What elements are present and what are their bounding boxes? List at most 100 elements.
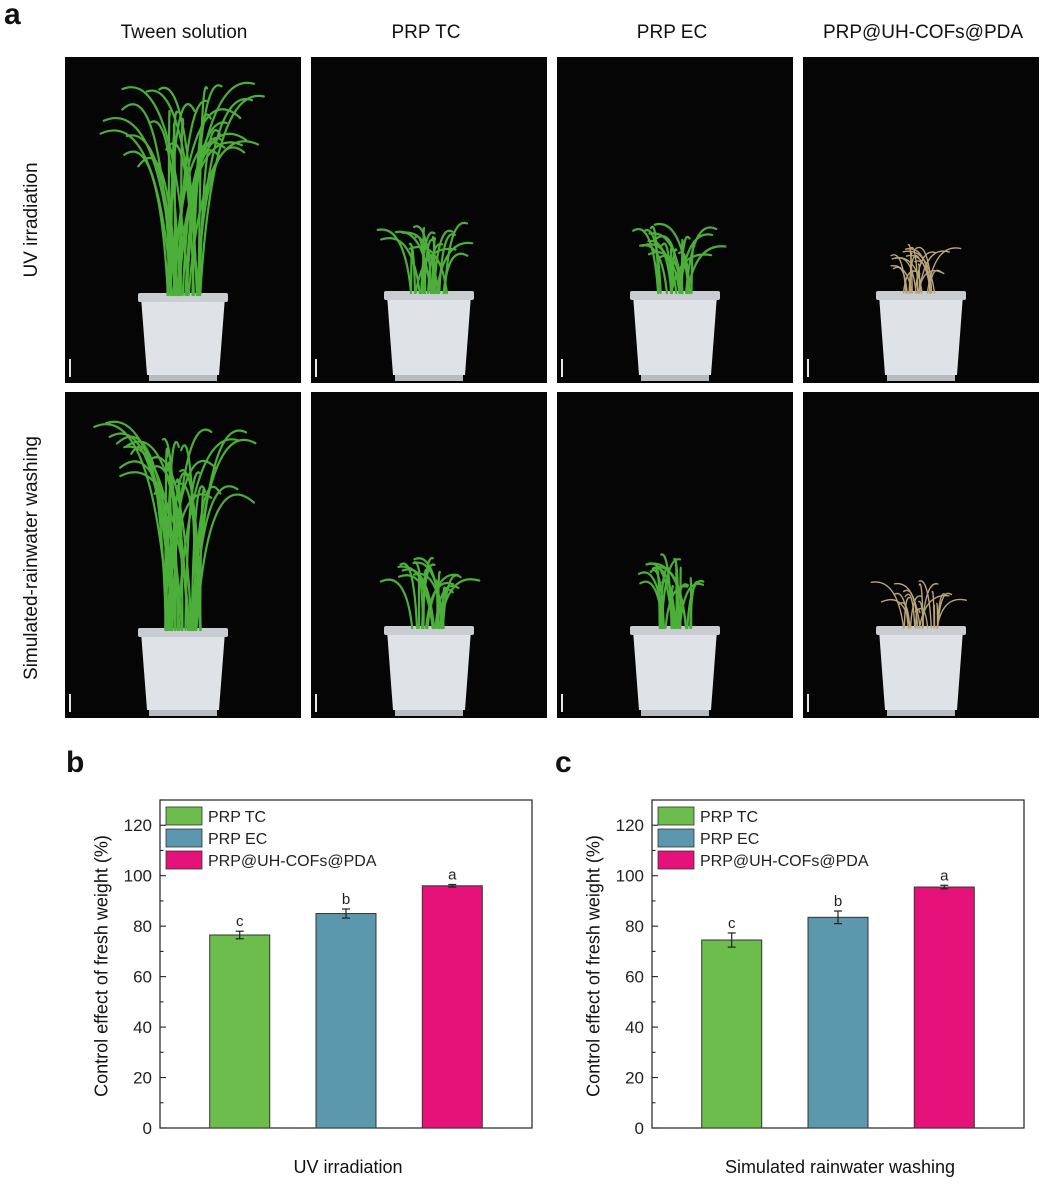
- scale-bar: [561, 359, 563, 377]
- significance-letter: b: [834, 893, 842, 910]
- significance-letter: c: [728, 915, 736, 932]
- chart-c-x-axis-label: Simulated rainwater washing: [724, 1157, 956, 1177]
- pot: [633, 630, 717, 710]
- legend-swatch: [165, 806, 203, 826]
- legend-swatch: [657, 828, 695, 848]
- pot: [879, 295, 963, 375]
- plant-photo-r1-c3: [557, 57, 793, 383]
- bar-prp-uh-cofs-pda: [421, 885, 483, 1129]
- plant-illustration: [376, 221, 474, 381]
- plant-photo-r2-c3: [557, 392, 793, 718]
- y-tick-label: 20: [133, 1069, 152, 1088]
- y-tick-label: 100: [616, 867, 644, 886]
- pot-rim: [876, 291, 966, 300]
- plant-illustration: [876, 243, 966, 381]
- y-tick-label: 100: [124, 867, 152, 886]
- y-tick-label: 120: [616, 816, 644, 835]
- pot: [879, 630, 963, 710]
- pot: [141, 297, 225, 375]
- y-tick-label: 40: [625, 1018, 644, 1037]
- pot-rim: [384, 291, 474, 300]
- leaves: [870, 580, 967, 629]
- legend-label: PRP TC: [700, 809, 758, 826]
- panel-letter-c: c: [555, 746, 572, 779]
- plant-illustration: [870, 580, 967, 716]
- y-tick-label: 80: [625, 917, 644, 936]
- chart-b-x-axis-label: UV irradiation: [293, 1157, 403, 1177]
- bar-prp-ec: [807, 916, 869, 1129]
- error-bar: [940, 884, 949, 890]
- panel-letter-b: b: [66, 746, 85, 779]
- pot: [387, 295, 471, 375]
- legend-label: PRP EC: [208, 831, 267, 848]
- error-bar: [448, 883, 457, 888]
- legend-label: PRP@UH-COFs@PDA: [208, 853, 377, 870]
- pot-rim: [384, 626, 474, 635]
- y-tick-label: 80: [133, 917, 152, 936]
- scale-bar: [561, 694, 563, 712]
- y-tick-label: 60: [625, 968, 644, 987]
- panel-letter-a: a: [4, 0, 21, 31]
- leaves: [93, 420, 257, 632]
- legend-swatch: [165, 850, 203, 870]
- pot-rim: [138, 628, 228, 637]
- leaves: [99, 81, 265, 297]
- pot: [141, 632, 225, 710]
- leaves: [890, 243, 962, 294]
- column-title-prp-tc: PRP TC: [391, 22, 461, 43]
- pot-rim: [138, 293, 228, 302]
- plant-photo-r1-c1: [65, 57, 301, 383]
- y-tick-label: 0: [635, 1119, 644, 1138]
- bar-prp-tc: [209, 934, 271, 1129]
- pot: [387, 630, 471, 710]
- plant-illustration: [93, 420, 257, 716]
- bar-prp-uh-cofs-pda: [913, 886, 975, 1129]
- plant-illustration: [99, 81, 265, 381]
- error-bar: [834, 910, 842, 925]
- leaves: [632, 222, 727, 295]
- scale-bar: [69, 694, 71, 712]
- scale-bar: [315, 694, 317, 712]
- legend-label: PRP@UH-COFs@PDA: [700, 853, 869, 870]
- error-bar: [727, 932, 736, 948]
- significance-letter: a: [940, 867, 949, 884]
- leaves: [376, 221, 474, 295]
- pot-rim: [630, 291, 720, 300]
- leaves: [637, 553, 705, 630]
- legend-label: PRP TC: [208, 809, 266, 826]
- pot-rim: [630, 626, 720, 635]
- bar-prp-ec: [315, 913, 377, 1129]
- bar-prp-tc: [701, 939, 763, 1129]
- plant-illustration: [630, 553, 720, 716]
- plant-photo-r1-c2: [311, 57, 547, 383]
- column-title-prp-uh-cofs-pda: PRP@UH-COFs@PDA: [822, 22, 1024, 43]
- plant-illustration: [630, 222, 727, 381]
- scale-bar: [807, 359, 809, 377]
- significance-letter: a: [448, 867, 457, 884]
- y-tick-label: 20: [625, 1069, 644, 1088]
- y-tick-label: 60: [133, 968, 152, 987]
- plant-illustration: [379, 557, 481, 716]
- plant-photo-r1-c4: [803, 57, 1039, 383]
- scale-bar: [69, 359, 71, 377]
- legend-swatch: [657, 806, 695, 826]
- legend-label: PRP EC: [700, 831, 759, 848]
- pot-rim: [876, 626, 966, 635]
- plant-photo-r2-c4: [803, 392, 1039, 718]
- plant-photo-r2-c2: [311, 392, 547, 718]
- error-bar: [342, 908, 350, 919]
- column-title-prp-ec: PRP EC: [636, 22, 708, 43]
- significance-letter: b: [342, 891, 350, 908]
- error-bar: [235, 930, 244, 940]
- leaves: [379, 557, 481, 630]
- legend-swatch: [165, 828, 203, 848]
- significance-letter: c: [236, 913, 244, 930]
- y-tick-label: 40: [133, 1018, 152, 1037]
- column-title-tween: Tween solution: [120, 22, 248, 43]
- y-tick-label: 0: [143, 1119, 152, 1138]
- y-tick-label: 120: [124, 816, 152, 835]
- scale-bar: [807, 694, 809, 712]
- pot: [633, 295, 717, 375]
